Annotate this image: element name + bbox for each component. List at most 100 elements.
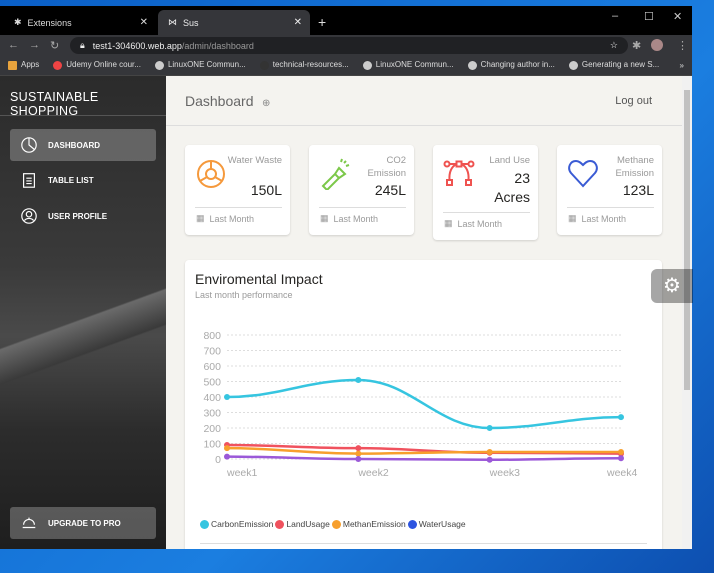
- favicon-icon: ⋈: [168, 17, 177, 27]
- line-chart: 0 100 200 300 400 500 600 700 800 week1 week2 week3…: [203, 330, 638, 479]
- x-tick-label: week2: [357, 467, 389, 479]
- environmental-impact-chart-card: Enviromental Impact Last month performan…: [185, 260, 662, 549]
- y-tick-label: 600: [203, 361, 221, 373]
- calendar-icon: ▦: [196, 213, 205, 223]
- new-tab-button[interactable]: +: [318, 14, 327, 30]
- close-tab-icon[interactable]: ✕: [293, 17, 302, 28]
- bookmark[interactable]: LinuxONE Commun...: [154, 60, 246, 70]
- pie-chart-icon: [21, 137, 37, 153]
- page-title: Dashboard: [185, 93, 254, 109]
- x-tick-label: week3: [489, 467, 521, 479]
- bookmark[interactable]: technical-resources...: [259, 60, 349, 70]
- y-tick-label: 700: [203, 346, 221, 358]
- chart-legend: CarbonEmission LandUsage MethanEmission Wat…: [200, 519, 466, 530]
- series-line-CarbonEmission: [226, 378, 622, 430]
- y-tick-label: 0: [215, 454, 221, 466]
- navbar: Dashboard ⊕ Log out: [166, 76, 682, 126]
- reload-icon[interactable]: ↻: [50, 39, 60, 52]
- close-window-button[interactable]: ✕: [673, 11, 683, 23]
- address-bar[interactable]: 🔒︎ test1-304600.web.app/admin/dashboard ☆: [70, 37, 628, 54]
- data-point-CarbonEmission: [224, 394, 230, 400]
- data-point-MethanEmission: [355, 450, 362, 457]
- stat-card-co2-emission: CO2 Emission 245L ▦ Last Month: [309, 145, 414, 235]
- data-point-MethanEmission: [618, 449, 624, 456]
- legend-item-MethanEmission[interactable]: MethanEmission: [331, 519, 406, 530]
- stat-card-land-use: Land Use 23 Acres ▦ Last Month: [433, 145, 538, 240]
- sidebar-item-user-profile[interactable]: USER PROFILE: [10, 200, 156, 232]
- stat-card-methane-emission: Methane Emission 123L ▦ Last Month: [557, 145, 662, 235]
- maximize-button[interactable]: ☐: [644, 11, 654, 23]
- y-tick-label: 400: [203, 392, 221, 404]
- logout-link[interactable]: Log out: [615, 95, 652, 107]
- y-tick-label: 300: [203, 408, 221, 420]
- toolbar: ← → ↻ 🔒︎ test1-304600.web.app/admin/dashboa…: [0, 35, 692, 55]
- calendar-icon: ▦: [444, 218, 453, 228]
- avatar[interactable]: [651, 39, 663, 51]
- chart-subtitle: Last month performance: [195, 290, 293, 300]
- page-content: SUSTAINABLE SHOPPING DASHBOARD TABLE LIS…: [0, 76, 692, 549]
- y-tick-label: 200: [203, 423, 221, 435]
- tab-extensions[interactable]: ✱ Extensions ✕: [14, 17, 148, 28]
- tab-bar: ✱ Extensions ✕ ⋈ Sus ✕ + – ☐ ✕: [0, 6, 692, 35]
- data-point-MethanEmission: [224, 445, 230, 452]
- x-tick-label: week4: [606, 467, 638, 479]
- data-point-CarbonEmission: [486, 425, 493, 431]
- heart-icon: [568, 159, 598, 188]
- legend-dot: [275, 520, 285, 530]
- x-tick-label: week1: [226, 467, 258, 479]
- legend-item-LandUsage[interactable]: LandUsage: [275, 519, 330, 530]
- data-point-WaterUsage: [486, 456, 493, 463]
- settings-gear-button[interactable]: ⚙: [651, 269, 693, 303]
- data-point-LandUsage: [355, 445, 362, 452]
- bookmark[interactable]: LinuxONE Commun...: [362, 60, 454, 70]
- data-point-WaterUsage: [224, 453, 230, 460]
- legend-dot: [407, 520, 417, 530]
- brand-logo[interactable]: SUSTAINABLE SHOPPING: [0, 76, 166, 118]
- data-point-CarbonEmission: [618, 414, 624, 421]
- data-point-WaterUsage: [618, 455, 624, 462]
- forward-icon[interactable]: →: [29, 39, 40, 51]
- scrollbar-thumb[interactable]: [684, 90, 690, 390]
- calendar-icon: ▦: [320, 213, 329, 223]
- tab-sus[interactable]: ⋈ Sus ✕: [158, 10, 310, 35]
- sidebar-item-dashboard[interactable]: DASHBOARD: [10, 129, 156, 161]
- globe-icon[interactable]: ⊕: [262, 98, 271, 109]
- menu-icon[interactable]: ⋮: [677, 39, 688, 52]
- vector-path-icon: [443, 160, 475, 186]
- legend-item-CarbonEmission[interactable]: CarbonEmission: [200, 519, 273, 530]
- legend-item-WaterUsage[interactable]: WaterUsage: [407, 519, 466, 530]
- bookmark[interactable]: Udemy Online cour...: [53, 60, 141, 70]
- bookmark[interactable]: Apps: [8, 60, 39, 70]
- more-bookmarks-icon[interactable]: »: [679, 60, 684, 70]
- upgrade-to-pro-button[interactable]: UPGRADE TO PRO: [10, 507, 156, 539]
- data-point-MethanEmission: [486, 449, 493, 456]
- puzzle-icon: ✱: [14, 17, 22, 27]
- close-tab-icon[interactable]: ✕: [139, 17, 148, 28]
- lifebuoy-icon: [197, 160, 225, 188]
- series-line-WaterUsage: [226, 455, 622, 462]
- data-point-WaterUsage: [355, 456, 362, 462]
- bookmarks-bar: Apps Udemy Online cour... LinuxONE Commu…: [0, 55, 692, 76]
- legend-dot: [331, 520, 341, 530]
- chart-title: Enviromental Impact: [195, 271, 323, 287]
- bookmark[interactable]: Generating a new S...: [568, 60, 659, 70]
- sidebar: SUSTAINABLE SHOPPING DASHBOARD TABLE LIS…: [0, 76, 166, 549]
- y-tick-label: 100: [203, 439, 221, 451]
- browser-window: ✱ Extensions ✕ ⋈ Sus ✕ + – ☐ ✕ ← → ↻ 🔒︎ test1-3…: [0, 6, 692, 549]
- calendar-icon: ▦: [568, 213, 577, 223]
- bookmark[interactable]: Changing author in...: [467, 60, 555, 70]
- clipboard-icon: [23, 173, 35, 188]
- y-tick-label: 800: [203, 330, 221, 342]
- stat-card-water-waste: Water Waste 150L ▦ Last Month: [185, 145, 290, 235]
- star-icon[interactable]: ☆: [609, 40, 618, 50]
- legend-dot: [200, 520, 209, 530]
- back-icon[interactable]: ←: [8, 39, 19, 51]
- spaceship-icon: [22, 517, 36, 529]
- user-icon: [21, 208, 37, 224]
- minimize-button[interactable]: –: [612, 10, 619, 22]
- main-panel: Dashboard ⊕ Log out Water Waste 150L ▦ La…: [166, 76, 682, 549]
- scrollbar[interactable]: [682, 76, 692, 549]
- sidebar-item-table-list[interactable]: TABLE LIST: [10, 164, 156, 196]
- series-line-MethanEmission: [226, 446, 621, 455]
- extensions-icon[interactable]: ✱: [632, 39, 642, 52]
